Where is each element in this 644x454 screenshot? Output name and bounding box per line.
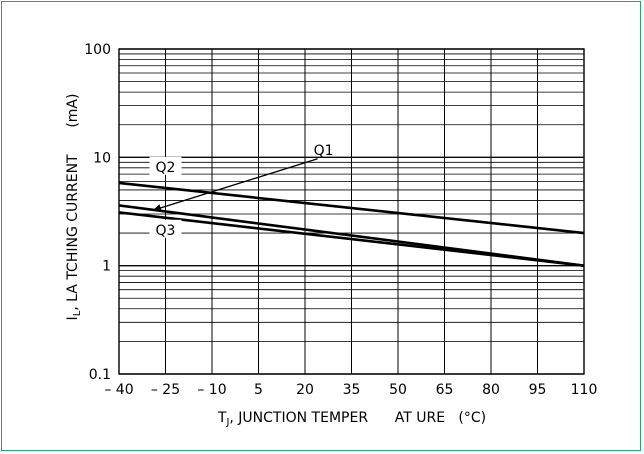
- plot-border: [118, 48, 585, 375]
- x-tick-label: – 25: [151, 382, 180, 398]
- series-label-q3-bg: [149, 219, 182, 238]
- grid: [118, 48, 585, 375]
- plot-area-border: [118, 48, 585, 375]
- y-tick-label: 1: [102, 259, 111, 275]
- y-axis-title: IL, LA TCHING CURRENT (mA): [65, 94, 83, 321]
- x-tick-label: 80: [482, 382, 500, 398]
- y-tick-label: 100: [84, 42, 111, 58]
- series-labels: Q1 Q2 Q3: [149, 143, 334, 239]
- series-layer: [118, 181, 585, 267]
- series-label-q3: Q3: [156, 223, 176, 239]
- x-tick-label: 35: [343, 382, 361, 398]
- y-tick-label: 10: [93, 150, 111, 166]
- x-tick-label: – 40: [104, 382, 133, 398]
- x-tick-label: 95: [529, 382, 547, 398]
- x-tick-label: 110: [571, 382, 598, 398]
- x-tick-label: – 10: [197, 382, 226, 398]
- series-label-q2-bg: [149, 156, 182, 175]
- series-line-q3: [118, 211, 585, 267]
- x-tick-labels: – 40 – 25 – 10 5 20 35 50 65 80 95 110: [104, 382, 597, 398]
- q1-arrow: [153, 158, 318, 212]
- x-tick-label: 65: [436, 382, 454, 398]
- series-line-q2: [118, 181, 585, 235]
- y-tick-labels: 0.1 1 10 100: [84, 42, 111, 383]
- series-label-q2: Q2: [156, 160, 176, 176]
- y-tick-label: 0.1: [89, 367, 111, 383]
- x-tick-label: 5: [254, 382, 263, 398]
- x-tick-label: 50: [389, 382, 407, 398]
- x-axis-title: TJ, JUNCTION TEMPER AT URE (°C): [217, 410, 486, 428]
- series-label-q1: Q1: [314, 143, 334, 159]
- x-tick-label: 20: [296, 382, 314, 398]
